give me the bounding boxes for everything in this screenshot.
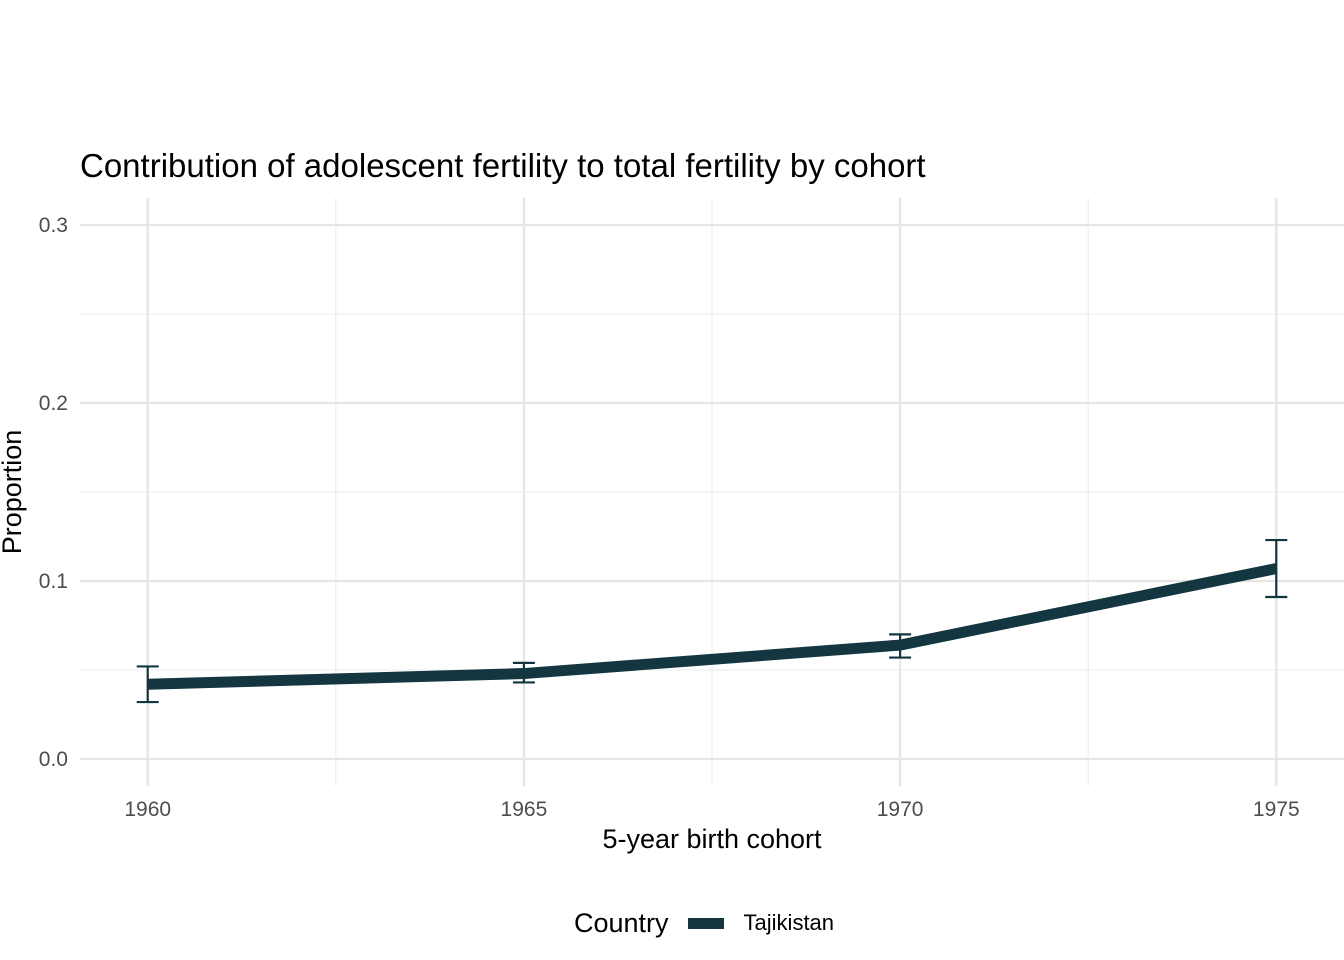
y-axis-title: Proportion xyxy=(0,429,27,555)
legend-key xyxy=(687,903,726,943)
series-line-tajikistan xyxy=(147,563,1278,690)
legend-label-tajikistan: Tajikistan xyxy=(743,910,835,935)
x-tick-label: 1975 xyxy=(1253,798,1300,821)
chart-title: Contribution of adolescent fertility to … xyxy=(80,147,926,184)
legend-key-line xyxy=(688,917,725,929)
x-axis-title: 5-year birth cohort xyxy=(602,824,822,854)
x-tick-label: 1970 xyxy=(877,798,924,821)
legend-title: Country xyxy=(574,908,669,938)
y-tick-label: 0.3 xyxy=(39,214,68,237)
x-tick-label: 1960 xyxy=(124,798,171,821)
y-tick-label: 0.0 xyxy=(39,748,68,771)
y-tick-label: 0.2 xyxy=(39,392,68,415)
legend: Country Tajikistan xyxy=(574,903,834,943)
y-tick-label: 0.1 xyxy=(39,570,68,593)
x-tick-label: 1965 xyxy=(501,798,548,821)
